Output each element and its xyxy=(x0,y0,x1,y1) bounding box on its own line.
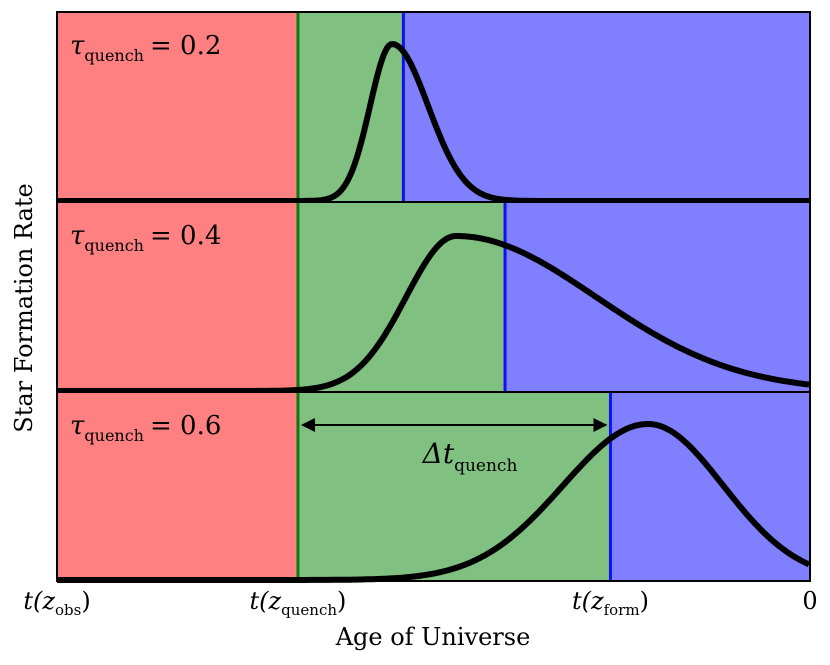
x-tick-tail: ) xyxy=(640,587,649,615)
x-tick-base: 0 xyxy=(802,587,817,615)
arrowhead-right xyxy=(593,418,608,432)
pre-quench-region xyxy=(57,202,298,392)
x-tick-labels: t(zobs) t(zquench) t(zform) 0 xyxy=(23,587,817,619)
pre-quench-region xyxy=(57,12,298,202)
panel-label-base: τ xyxy=(70,221,85,251)
panel-1: τquench = 0.2 xyxy=(56,11,811,204)
x-tick-label: t(zobs) xyxy=(23,587,90,619)
delta-t-base: Δt xyxy=(422,437,455,470)
panel-frame xyxy=(56,391,811,582)
x-tick-label: 0 xyxy=(802,587,817,615)
panel-label-sub: quench xyxy=(84,236,144,255)
panel-label-base: τ xyxy=(70,31,85,61)
x-axis-label: Age of Universe xyxy=(335,623,531,651)
panel-label: τquench = 0.2 xyxy=(70,31,221,65)
x-tick-sub: quench xyxy=(281,601,337,619)
panel-label-rest: = 0.6 xyxy=(150,411,221,441)
panel-label: τquench = 0.6 xyxy=(70,411,221,445)
x-tick-base: t(z xyxy=(23,587,55,615)
x-tick-tail: ) xyxy=(337,587,346,615)
post-formation-region xyxy=(403,12,810,202)
pre-quench-region xyxy=(57,392,298,581)
x-tick-tail: ) xyxy=(81,587,90,615)
panel-label-sub: quench xyxy=(84,426,144,445)
post-formation-region xyxy=(610,392,810,581)
x-tick-base: t(z xyxy=(250,587,282,615)
x-tick-sub: obs xyxy=(55,601,81,619)
quenching-region xyxy=(297,202,506,392)
panel-3: τquench = 0.6 xyxy=(56,391,811,583)
y-axis-label: Star Formation Rate xyxy=(10,183,38,432)
panel-label-rest: = 0.2 xyxy=(150,31,221,61)
arrowhead-left xyxy=(300,418,315,432)
delta-t-sub: quench xyxy=(454,456,517,476)
x-tick-label: t(zquench) xyxy=(250,587,347,619)
delta-t-label: Δtquench xyxy=(422,437,518,476)
panel-label-sub: quench xyxy=(84,46,144,65)
x-tick-base: t(z xyxy=(572,587,604,615)
panel-label: τquench = 0.4 xyxy=(70,221,221,255)
post-formation-region xyxy=(505,202,810,392)
x-tick-sub: form xyxy=(604,601,640,619)
x-tick-label: t(zform) xyxy=(572,587,649,619)
panel-label-rest: = 0.4 xyxy=(150,221,221,251)
delta-t-annotation: Δtquench xyxy=(300,418,608,476)
panel-2: τquench = 0.4 xyxy=(56,201,811,394)
panel-label-base: τ xyxy=(70,411,85,441)
